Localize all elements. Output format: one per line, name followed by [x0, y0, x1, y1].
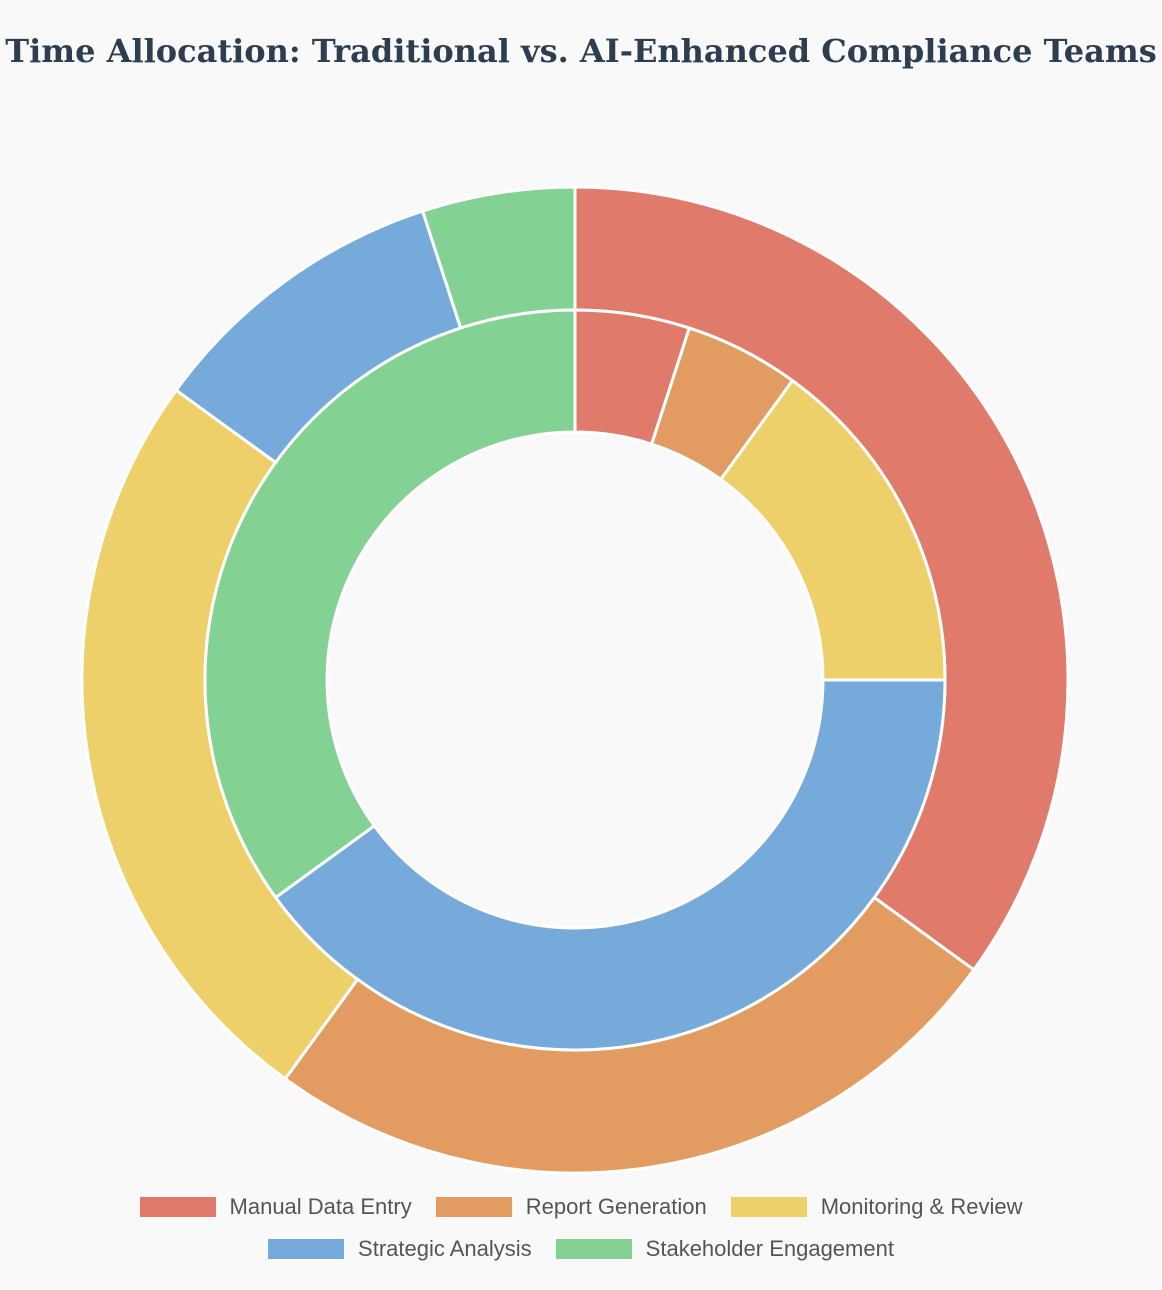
- legend-label: Report Generation: [525, 1194, 707, 1219]
- chart-title: Time Allocation: Traditional vs. AI-Enha…: [5, 32, 1157, 70]
- legend-swatch: [139, 1197, 216, 1217]
- legend-label: Stakeholder Engagement: [645, 1236, 894, 1261]
- inner-slice-strategic-analysis[interactable]: [273, 678, 947, 1052]
- legend-label: Manual Data Entry: [229, 1194, 412, 1219]
- legend-item[interactable]: Monitoring & Review: [730, 1194, 1023, 1220]
- inner-ring: [203, 308, 947, 1052]
- legend-item[interactable]: Report Generation: [435, 1194, 707, 1220]
- legend-row: Manual Data Entry Report Generation Monito…: [0, 1186, 1162, 1228]
- legend-label: Monitoring & Review: [820, 1194, 1023, 1219]
- legend-row: Strategic Analysis Stakeholder Engagement: [0, 1228, 1162, 1270]
- legend-swatch: [268, 1239, 345, 1259]
- legend-item[interactable]: Manual Data Entry: [139, 1194, 412, 1220]
- chart-legend: Manual Data Entry Report Generation Monito…: [0, 1186, 1162, 1270]
- legend-swatch: [555, 1239, 632, 1259]
- legend-swatch: [730, 1197, 807, 1217]
- legend-label: Strategic Analysis: [358, 1236, 532, 1261]
- legend-item[interactable]: Stakeholder Engagement: [555, 1236, 894, 1262]
- legend-item[interactable]: Strategic Analysis: [268, 1236, 532, 1262]
- inner-slice-stakeholder-engagement[interactable]: [203, 308, 577, 900]
- legend-swatch: [435, 1197, 512, 1217]
